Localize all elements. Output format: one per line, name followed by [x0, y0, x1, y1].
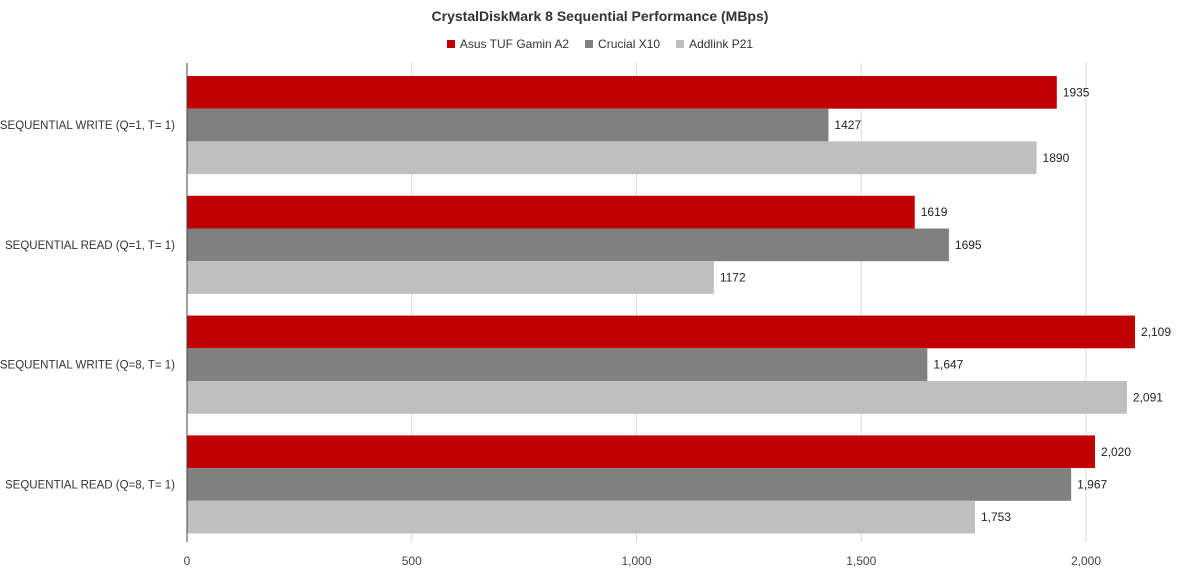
chart-title: CrystalDiskMark 8 Sequential Performance… — [431, 8, 769, 24]
data-label: 2,091 — [1133, 390, 1163, 404]
x-tick-label: 0 — [184, 554, 191, 568]
legend-swatch-asus — [446, 40, 455, 48]
x-tick-label: 1,500 — [846, 554, 876, 568]
data-label: 2,020 — [1101, 445, 1131, 459]
legend-item-addlink: Addlink P21 — [676, 37, 753, 51]
data-label: 1619 — [921, 205, 948, 219]
bar — [187, 500, 975, 534]
data-label: 1,753 — [981, 510, 1011, 524]
legend-swatch-addlink — [676, 40, 685, 48]
bar — [187, 315, 1135, 349]
x-tick-label: 1,000 — [621, 554, 651, 568]
x-tick-label: 2,000 — [1071, 554, 1101, 568]
bar — [187, 348, 928, 381]
bar — [187, 108, 829, 142]
category-label: SEQUENTIAL WRITE (Q=1, T= 1) — [0, 120, 175, 132]
legend-label-addlink: Addlink P21 — [689, 37, 754, 51]
legend-item-asus: Asus TUF Gamin A2 — [446, 37, 570, 51]
legend-label-crucial: Crucial X10 — [598, 37, 661, 51]
data-label: 1890 — [1043, 151, 1070, 165]
category-label: SEQUENTIAL READ (Q=8, T= 1) — [5, 479, 175, 491]
category-label: SEQUENTIAL READ (Q=1, T= 1) — [5, 240, 175, 252]
bar — [187, 261, 714, 294]
data-label: 1935 — [1063, 85, 1090, 99]
bar — [187, 195, 915, 229]
legend-swatch-crucial — [585, 40, 594, 48]
data-label: 1,967 — [1077, 477, 1107, 491]
data-label: 1,647 — [933, 358, 963, 372]
data-label: 1172 — [720, 271, 746, 285]
legend: Asus TUF Gamin A2 Crucial X10 Addlink P2… — [0, 37, 1200, 51]
legend-item-crucial: Crucial X10 — [585, 37, 660, 51]
bar — [187, 141, 1037, 175]
bar — [187, 435, 1095, 469]
data-label: 2,109 — [1141, 325, 1171, 339]
category-label: SEQUENTIAL WRITE (Q=8, T= 1) — [0, 360, 175, 372]
x-tick-label: 500 — [402, 554, 422, 568]
legend-label-asus: Asus TUF Gamin A2 — [459, 37, 570, 51]
data-label: 1427 — [834, 118, 861, 132]
bar — [187, 381, 1127, 414]
data-label: 1695 — [955, 238, 982, 252]
bar — [187, 228, 949, 262]
bar — [187, 76, 1057, 109]
bar — [187, 468, 1072, 501]
